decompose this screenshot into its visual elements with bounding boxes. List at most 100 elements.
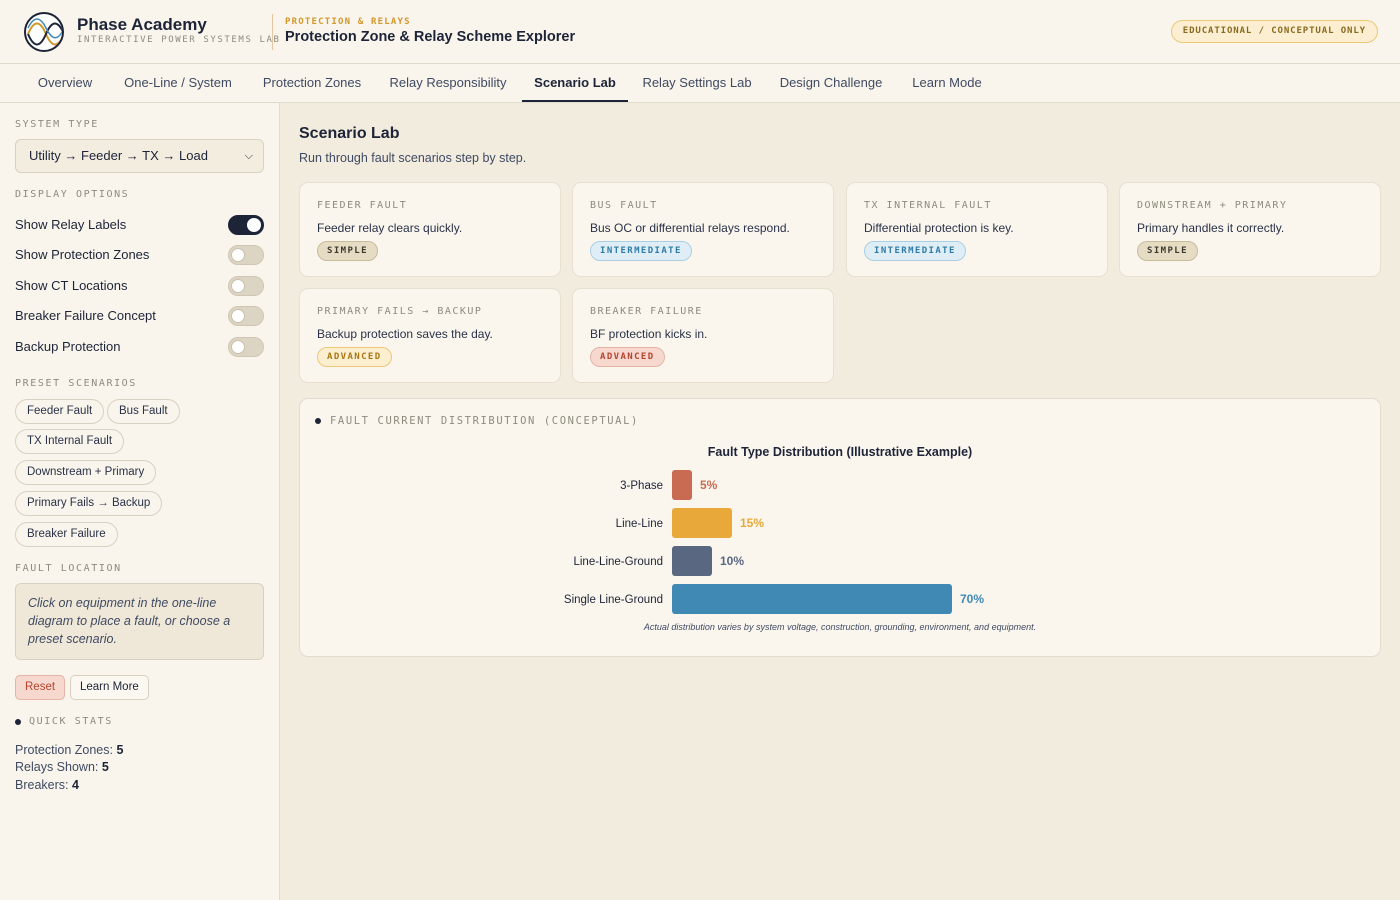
- fault-location-hint: Click on equipment in the one-line diagr…: [15, 583, 264, 660]
- tab-learn-mode[interactable]: Learn Mode: [912, 75, 982, 90]
- scenario-name: PRIMARY FAILS → BACKUP: [317, 306, 483, 317]
- brand-name: Phase Academy: [77, 15, 207, 34]
- option-label: Backup Protection: [15, 339, 121, 354]
- scenario-card-feeder-fault[interactable]: FEEDER FAULT Feeder relay clears quickly…: [299, 182, 561, 277]
- stat-value: 4: [71, 778, 79, 792]
- scenario-card-bus-fault[interactable]: BUS FAULT Bus OC or differential relays …: [572, 182, 834, 277]
- toggle-knob: [231, 309, 245, 323]
- value-label: 5%: [700, 478, 718, 492]
- tab-protection-zones[interactable]: Protection Zones: [262, 75, 362, 90]
- option-breaker-failure-concept: Breaker Failure Concept: [15, 306, 264, 328]
- scenario-description: BF protection kicks in.: [590, 327, 708, 341]
- option-label: Show CT Locations: [15, 278, 128, 293]
- scenario-name: BREAKER FAILURE: [590, 306, 703, 317]
- scenario-description: Backup protection saves the day.: [317, 327, 493, 341]
- toggle-backup-protection[interactable]: [228, 337, 264, 357]
- tab-overview[interactable]: Overview: [37, 75, 93, 90]
- preset-tx-internal-fault[interactable]: TX Internal Fault: [15, 429, 125, 454]
- tab-relay-responsibility[interactable]: Relay Responsibility: [389, 75, 507, 90]
- category-label: Single Line-Ground: [564, 594, 663, 606]
- scenario-description: Feeder relay clears quickly.: [317, 221, 463, 235]
- stat-protection-zones: Protection Zones: 5: [15, 743, 123, 757]
- difficulty-badge: ADVANCED: [590, 347, 665, 367]
- difficulty-badge: SIMPLE: [317, 241, 378, 261]
- toggle-breaker-failure-concept[interactable]: [228, 306, 264, 326]
- value-label: 70%: [960, 592, 984, 606]
- option-label: Breaker Failure Concept: [15, 308, 156, 323]
- difficulty-badge: SIMPLE: [1137, 241, 1198, 261]
- fault-location-label: FAULT LOCATION: [15, 563, 122, 574]
- scenario-description: Differential protection is key.: [864, 221, 1014, 235]
- display-options-label: DISPLAY OPTIONS: [15, 189, 130, 200]
- tab-relay-settings-lab[interactable]: Relay Settings Lab: [642, 75, 752, 90]
- scenario-name: BUS FAULT: [590, 200, 658, 211]
- category-label: Line-Line: [616, 518, 663, 530]
- scenario-card-downstream-primary[interactable]: DOWNSTREAM + PRIMARY Primary handles it …: [1119, 182, 1381, 277]
- difficulty-badge: INTERMEDIATE: [864, 241, 966, 261]
- system-type-select[interactable]: Utility → Feeder → TX → Load ⌵: [15, 139, 264, 173]
- preset-primary-fails-backup[interactable]: Primary Fails → Backup: [15, 491, 163, 516]
- learn-more-button[interactable]: Learn More: [70, 675, 149, 700]
- preset-downstream-primary[interactable]: Downstream + Primary: [15, 460, 157, 485]
- difficulty-badge: INTERMEDIATE: [590, 241, 692, 261]
- option-show-ct-locations: Show CT Locations: [15, 276, 264, 298]
- preset-bus-fault[interactable]: Bus Fault: [107, 399, 180, 424]
- toggle-show-relay-labels[interactable]: [228, 215, 264, 235]
- toggle-knob: [231, 248, 245, 262]
- scenario-card-primary-fails-backup[interactable]: PRIMARY FAILS → BACKUP Backup protection…: [299, 288, 561, 383]
- stat-label: Breakers:: [15, 778, 69, 792]
- phase-academy-logo-icon[interactable]: [24, 12, 64, 52]
- bullet-icon: [15, 719, 21, 725]
- stat-value: 5: [101, 760, 109, 774]
- reset-button[interactable]: Reset: [15, 675, 66, 700]
- option-label: Show Relay Labels: [15, 217, 127, 232]
- scenario-description: Primary handles it correctly.: [1137, 221, 1285, 235]
- chart-title: Fault Type Distribution (Illustrative Ex…: [708, 445, 972, 459]
- tab-design-challenge[interactable]: Design Challenge: [779, 75, 883, 90]
- bar-single-line-ground: [672, 584, 952, 614]
- category-label: Line-Line-Ground: [573, 556, 663, 568]
- difficulty-badge: ADVANCED: [317, 347, 392, 367]
- option-backup-protection: Backup Protection: [15, 337, 264, 359]
- option-show-protection-zones: Show Protection Zones: [15, 245, 264, 267]
- section-subtitle: Run through fault scenarios step by step…: [299, 151, 527, 165]
- tab-scenario-lab[interactable]: Scenario Lab: [522, 64, 628, 102]
- system-type-label: SYSTEM TYPE: [15, 119, 99, 130]
- option-label: Show Protection Zones: [15, 247, 150, 262]
- stat-label: Relays Shown:: [15, 760, 99, 774]
- stat-label: Protection Zones:: [15, 743, 113, 757]
- toggle-knob: [231, 279, 245, 293]
- toggle-knob: [247, 218, 261, 232]
- educational-badge: EDUCATIONAL / CONCEPTUAL ONLY: [1170, 20, 1378, 43]
- scenario-card-breaker-failure[interactable]: BREAKER FAILURE BF protection kicks in. …: [572, 288, 834, 383]
- scenario-name: FEEDER FAULT: [317, 200, 408, 211]
- brand-subtitle: INTERACTIVE POWER SYSTEMS LAB: [77, 35, 281, 45]
- preset-breaker-failure[interactable]: Breaker Failure: [15, 522, 118, 547]
- fault-distribution-chart: Fault Type Distribution (Illustrative Ex…: [564, 445, 1036, 632]
- bar-line-line: [672, 508, 732, 538]
- category-label: 3-Phase: [620, 480, 663, 492]
- toggle-show-ct-locations[interactable]: [228, 276, 264, 296]
- tab-one-line-system[interactable]: One-Line / System: [124, 75, 232, 90]
- scenario-name: DOWNSTREAM + PRIMARY: [1137, 200, 1288, 211]
- bullet-icon: [315, 418, 321, 424]
- preset-feeder-fault[interactable]: Feeder Fault: [15, 399, 105, 424]
- scenario-card-tx-internal-fault[interactable]: TX INTERNAL FAULT Differential protectio…: [846, 182, 1108, 277]
- scenario-description: Bus OC or differential relays respond.: [590, 221, 790, 235]
- system-type-value: Utility → Feeder → TX → Load: [29, 148, 208, 163]
- toggle-knob: [231, 340, 245, 354]
- scenario-name: TX INTERNAL FAULT: [864, 200, 992, 211]
- chevron-down-icon: ⌵: [244, 150, 253, 162]
- chart-panel-label: FAULT CURRENT DISTRIBUTION (CONCEPTUAL): [330, 415, 639, 427]
- header-kicker: PROTECTION & RELAYS: [285, 17, 411, 27]
- bar-line-line-ground: [672, 546, 712, 576]
- header-divider: [272, 14, 273, 50]
- stat-breakers: Breakers: 4: [15, 778, 79, 792]
- bar--phase: [672, 470, 692, 500]
- stat-value: 5: [116, 743, 124, 757]
- chart-footnote: Actual distribution varies by system vol…: [643, 622, 1036, 632]
- app-header: Phase Academy INTERACTIVE POWER SYSTEMS …: [0, 0, 1400, 64]
- preset-scenarios-label: PRESET SCENARIOS: [15, 378, 137, 389]
- main-content: Scenario Lab Run through fault scenarios…: [280, 103, 1400, 900]
- toggle-show-protection-zones[interactable]: [228, 245, 264, 265]
